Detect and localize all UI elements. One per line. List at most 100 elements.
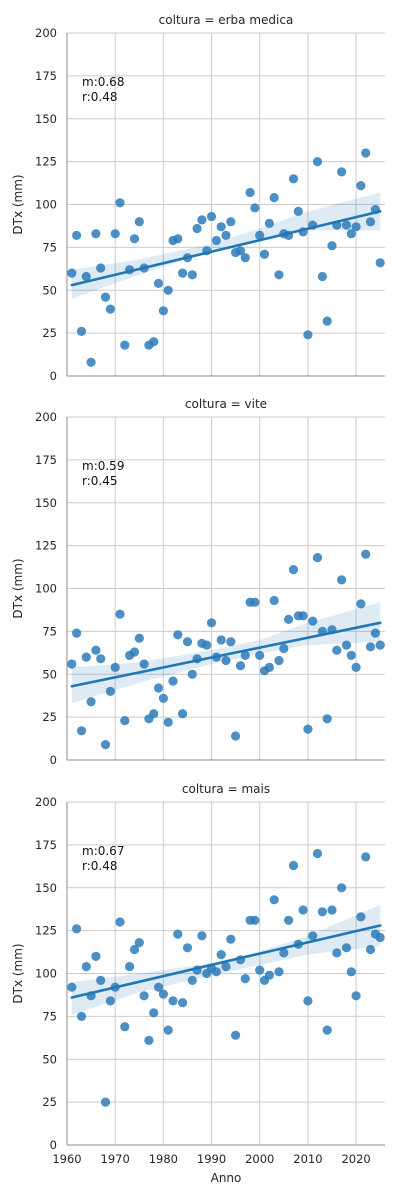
data-point [81, 962, 91, 972]
data-point [264, 662, 274, 673]
confidence-band [71, 904, 381, 1015]
data-point [269, 895, 279, 905]
data-point [341, 640, 352, 650]
data-point [226, 934, 236, 944]
data-point [269, 595, 279, 606]
y-tick-label: 50 [42, 1052, 57, 1066]
data-point [149, 709, 159, 719]
data-point [100, 1097, 111, 1107]
data-point [308, 931, 318, 941]
data-point [187, 975, 197, 986]
data-point [216, 635, 226, 645]
data-point [168, 996, 178, 1006]
y-tick-label: 75 [42, 1009, 57, 1023]
x-tick-label: 2020 [341, 1152, 370, 1166]
data-point [312, 848, 323, 859]
y-tick-label: 25 [42, 710, 57, 724]
x-axis-title: Anno [211, 1171, 242, 1185]
data-point [231, 731, 241, 741]
data-point [221, 962, 231, 972]
annotation-text: r:0.48 [82, 90, 117, 104]
data-point [110, 662, 120, 673]
data-point [375, 640, 385, 650]
data-point [158, 693, 168, 703]
data-point [178, 268, 188, 278]
data-point [250, 203, 260, 213]
data-point [303, 724, 313, 734]
data-point [72, 628, 82, 638]
data-point [226, 217, 236, 227]
panel-1: 0 25 50 75 100 125 150 175 200 DTx (mm) coltura = … [11, 13, 385, 383]
data-point [322, 316, 332, 326]
data-point [298, 905, 308, 915]
data-point [327, 905, 337, 915]
data-point [115, 917, 125, 927]
data-point [100, 740, 111, 750]
data-point [86, 697, 96, 707]
data-point [351, 662, 361, 673]
data-point [178, 998, 188, 1008]
annotation-text: m:0.59 [82, 459, 124, 473]
panel-title: coltura = erba medica [159, 13, 294, 27]
data-point [81, 652, 91, 662]
data-point [216, 950, 226, 960]
y-tick-label: 125 [35, 924, 57, 938]
data-point [67, 268, 77, 278]
data-point [274, 967, 284, 977]
data-point [327, 241, 337, 251]
data-point [279, 948, 289, 958]
data-point [173, 929, 183, 939]
y-axis-title: DTx (mm) [11, 943, 25, 1003]
data-point [163, 285, 173, 295]
data-point [76, 726, 87, 736]
data-point [91, 645, 101, 655]
data-point [235, 661, 246, 671]
data-point [178, 709, 188, 719]
data-point [341, 220, 352, 230]
x-tick-label: 1960 [52, 1152, 81, 1166]
data-point [356, 599, 366, 609]
data-point [346, 229, 356, 239]
y-tick-label: 175 [35, 453, 57, 467]
data-point [288, 174, 299, 184]
data-point [129, 647, 140, 657]
data-point [173, 234, 183, 244]
data-point [303, 996, 313, 1006]
data-point [197, 931, 207, 941]
data-point [144, 1035, 154, 1045]
y-tick-label: 0 [50, 369, 57, 383]
data-point [139, 991, 149, 1001]
data-point [361, 549, 371, 559]
data-point [288, 565, 299, 575]
data-point [264, 218, 274, 228]
data-point [158, 989, 168, 999]
data-point [76, 1011, 87, 1022]
data-point [115, 198, 125, 208]
data-point [240, 253, 250, 263]
data-point [322, 714, 332, 724]
data-point [361, 852, 371, 862]
data-point [91, 951, 101, 962]
data-point [375, 932, 385, 943]
data-point [110, 229, 120, 239]
data-point [221, 230, 231, 240]
y-tick-label: 0 [50, 753, 57, 767]
annotation-text: r:0.45 [82, 474, 117, 488]
y-axis-title: DTx (mm) [11, 174, 25, 234]
y-tick-label: 150 [35, 881, 57, 895]
data-point [72, 230, 82, 240]
data-point [274, 270, 284, 280]
data-point [250, 915, 260, 925]
x-tick-label: 1970 [101, 1152, 130, 1166]
data-point [120, 716, 130, 726]
data-point [332, 645, 342, 655]
data-point [250, 597, 260, 607]
data-point [206, 211, 217, 222]
data-point [72, 924, 82, 934]
data-point [255, 230, 265, 240]
data-point [153, 683, 164, 693]
x-tick-label: 1990 [197, 1152, 226, 1166]
data-point [279, 643, 289, 654]
annotation-text: m:0.68 [82, 75, 124, 89]
y-tick-label: 50 [42, 283, 57, 297]
